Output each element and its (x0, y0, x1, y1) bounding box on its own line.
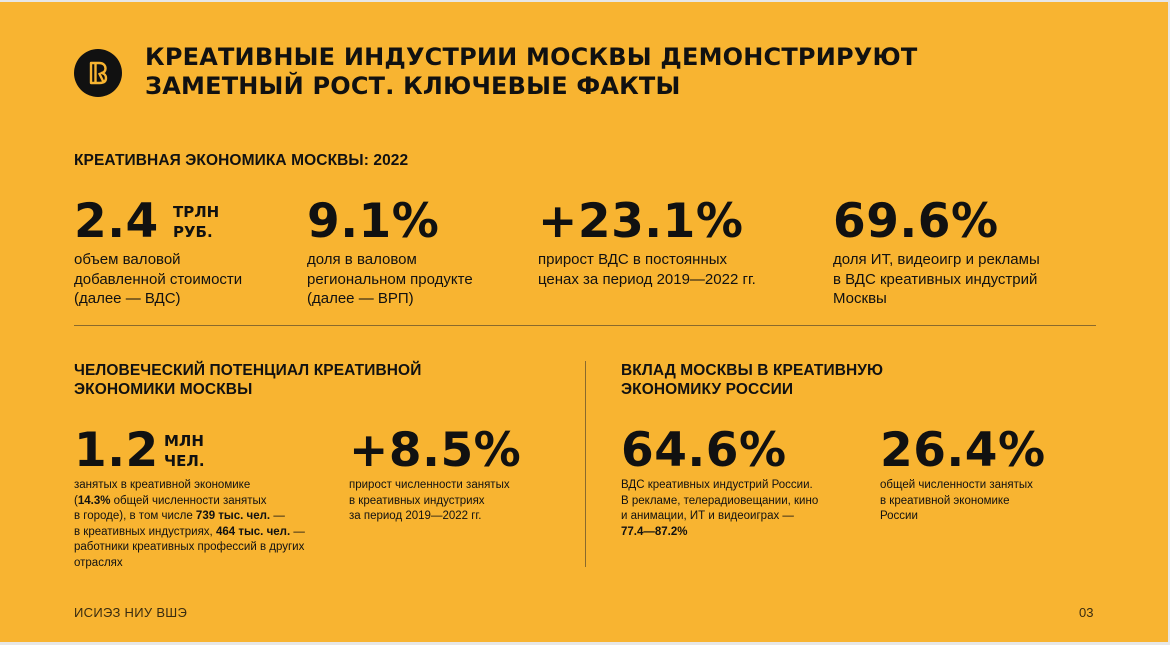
gva-growth-value: +23.1% (538, 194, 744, 249)
russia-gva-share-desc: ВДС креативных индустрий России. В рекла… (621, 478, 818, 540)
employed-desc-line-5: работники креативных профессий в других (74, 541, 305, 553)
gva-growth-desc-line-1: прирост ВДС в постоянных (538, 251, 728, 268)
russia-employment-share-desc: общей численности занятых в креативной э… (880, 478, 1033, 525)
page-title-line-1: КРЕАТИВНЫЕ ИНДУСТРИИ МОСКВЫ ДЕМОНСТРИРУЮ… (145, 43, 918, 71)
gva-growth-desc: прирост ВДС в постоянных ценах за период… (538, 250, 756, 289)
grp-share-value: 9.1% (307, 194, 440, 249)
employed-value: 1.2 (74, 423, 159, 478)
gva-value: 2.4 (74, 194, 159, 249)
gva-desc-line-3: (далее — ВДС) (74, 290, 181, 307)
employed-desc-line-2-rest: общей численности занятых (110, 494, 267, 507)
employed-desc-line-4-a: в креативных индустриях, (74, 525, 216, 538)
human-heading-line-1: ЧЕЛОВЕЧЕСКИЙ ПОТЕНЦИАЛ КРЕАТИВНОЙ (74, 362, 422, 379)
gva-growth-desc-line-2: ценах за период 2019—2022 гг. (538, 270, 756, 288)
employed-industries-bold: 739 тыс. чел. (195, 510, 271, 522)
employment-growth-desc-line-2: в креативных индустриях (349, 494, 485, 507)
russia-employment-share-value: 26.4% (880, 423, 1046, 478)
grp-share-desc-line-2: региональном продукте (307, 270, 473, 288)
contribution-heading-line-2: ЭКОНОМИКУ РОССИИ (621, 381, 794, 398)
section-divider-horizontal (74, 325, 1096, 326)
grp-share-desc-line-1: доля в валовом (307, 251, 417, 268)
page-title-line-2: ЗАМЕТНЫЙ РОСТ. КЛЮЧЕВЫЕ ФАКТЫ (145, 72, 681, 100)
human-heading-line-2: ЭКОНОМИКИ МОСКВЫ (74, 381, 253, 398)
gva-desc: объем валовой добавленной стоимости (дал… (74, 250, 242, 309)
employed-professions-bold: 464 тыс. чел. (215, 525, 291, 538)
employment-growth-desc: прирост численности занятых в креативных… (349, 478, 510, 525)
employment-growth-desc-line-3: за период 2019—2022 гг. (349, 510, 482, 522)
human-heading: ЧЕЛОВЕЧЕСКИЙ ПОТЕНЦИАЛ КРЕАТИВНОЙ ЭКОНОМ… (74, 361, 421, 399)
economy-heading: КРЕАТИВНАЯ ЭКОНОМИКА МОСКВЫ: 2022 (74, 152, 409, 169)
gva-desc-line-1: объем валовой (74, 251, 181, 268)
it-share-desc-line-2: в ВДС креативных индустрий (833, 270, 1038, 288)
russia-employment-share-desc-line-1: общей численности занятых (880, 479, 1033, 491)
employed-desc-paren: ( (74, 494, 78, 507)
russia-gva-share-desc-line-2: В рекламе, телерадиовещании, кино (621, 494, 819, 507)
it-share-value: 69.6% (833, 194, 999, 249)
russia-gva-share-range: 77.4—87.2% (621, 525, 688, 538)
grp-share-desc: доля в валовом региональном продукте (да… (307, 250, 473, 309)
hse-logo-glyph (89, 61, 108, 85)
section-divider-vertical (585, 361, 586, 567)
hse-logo-icon (74, 49, 122, 97)
employed-unit: МЛН ЧЕЛ. (164, 431, 205, 471)
gva-unit-line-1: ТРЛН (173, 203, 220, 221)
employed-desc-line-4: в креативных индустриях, 464 тыс. чел. — (74, 525, 305, 541)
employed-desc-line-3: в городе), в том числе 739 тыс. чел. — (74, 509, 305, 525)
it-share-desc-line-1: доля ИТ, видеоигр и рекламы (833, 251, 1040, 268)
frame-edge-right (1168, 0, 1170, 645)
employed-share-bold: 14.3% (77, 494, 111, 507)
page-number: 03 (1079, 605, 1094, 620)
frame-edge-top (0, 0, 1170, 2)
russia-gva-share-desc-line-3: и анимации, ИТ и видеоиграх — (621, 510, 794, 522)
employed-unit-line-2: ЧЕЛ. (164, 452, 205, 470)
employed-desc: занятых в креативной экономике (14.3% об… (74, 478, 305, 571)
russia-employment-share-desc-line-3: России (880, 510, 918, 522)
it-share-desc: доля ИТ, видеоигр и рекламы в ВДС креати… (833, 250, 1040, 309)
employed-desc-line-2: (14.3% общей численности занятых (74, 494, 305, 510)
it-share-desc-line-3: Москвы (833, 290, 887, 307)
russia-gva-share-value: 64.6% (621, 423, 787, 478)
gva-desc-line-2: добавленной стоимости (74, 270, 243, 288)
gva-unit: ТРЛН РУБ. (173, 202, 219, 242)
russia-employment-share-desc-line-2: в креативной экономике (880, 494, 1010, 507)
contribution-heading-line-1: ВКЛАД МОСКВЫ В КРЕАТИВНУЮ (621, 362, 884, 379)
employed-unit-line-1: МЛН (164, 432, 204, 450)
footer-source: ИСИЭЗ НИУ ВШЭ (74, 605, 188, 620)
page-title: КРЕАТИВНЫЕ ИНДУСТРИИ МОСКВЫ ДЕМОНСТРИРУЮ… (145, 43, 965, 101)
employed-desc-line-4-b: — (290, 525, 305, 538)
frame-edge-bottom (0, 642, 1170, 645)
employed-desc-line-3-a: в городе), в том числе (74, 510, 196, 522)
gva-unit-line-2: РУБ. (173, 223, 213, 241)
contribution-heading: ВКЛАД МОСКВЫ В КРЕАТИВНУЮ ЭКОНОМИКУ РОСС… (621, 361, 883, 399)
employed-desc-line-6: отраслях (74, 556, 123, 569)
grp-share-desc-line-3: (далее — ВРП) (307, 290, 414, 307)
employment-growth-desc-line-1: прирост численности занятых (349, 479, 510, 491)
employed-desc-line-1: занятых в креативной экономике (74, 479, 251, 491)
employment-growth-value: +8.5% (349, 423, 522, 478)
employed-desc-line-3-b: — (270, 510, 285, 522)
russia-gva-share-desc-line-1: ВДС креативных индустрий России. (621, 479, 813, 491)
